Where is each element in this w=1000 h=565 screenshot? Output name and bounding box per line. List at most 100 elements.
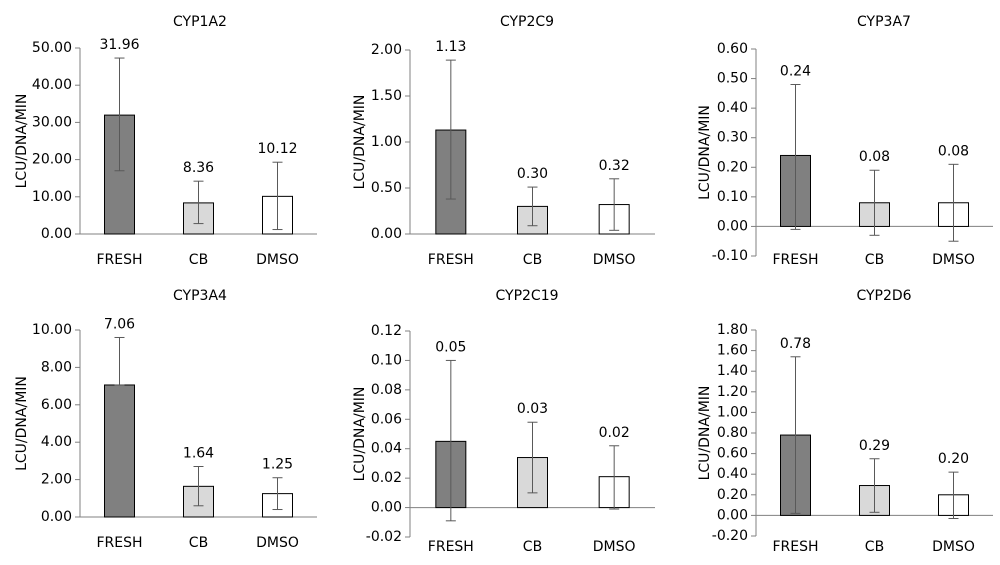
y-tick-label: 0.12 [371, 323, 402, 339]
data-label-fresh: 0.78 [780, 336, 811, 352]
y-axis-label: LCU/DNA/MIN [697, 386, 713, 481]
y-tick-label: 0.06 [371, 411, 402, 427]
y-tick-label: 0.60 [717, 41, 748, 57]
chart-title: CYP2C9 [500, 14, 554, 30]
data-label-fresh: 0.05 [435, 339, 466, 355]
y-tick-label: 0.40 [717, 100, 748, 116]
data-label-cb: 0.03 [517, 401, 548, 417]
data-label-cb: 0.29 [859, 438, 890, 454]
category-label-fresh: FRESH [772, 539, 818, 555]
category-label-dmso: DMSO [932, 539, 975, 555]
y-tick-label: 1.60 [717, 343, 748, 359]
data-label-dmso: 0.08 [938, 143, 969, 159]
chart-title: CYP3A7 [857, 14, 911, 30]
y-tick-label: 0.00 [717, 218, 748, 234]
category-label-dmso: DMSO [256, 535, 299, 551]
y-tick-label: 1.40 [717, 363, 748, 379]
category-label-dmso: DMSO [593, 539, 636, 555]
chart-title: CYP3A4 [173, 288, 227, 304]
data-label-cb: 8.36 [183, 160, 214, 176]
y-tick-label: -0.20 [712, 528, 748, 544]
data-label-fresh: 0.24 [780, 63, 811, 79]
data-label-fresh: 1.13 [435, 39, 466, 55]
chart-panel-cyp3a7: CYP3A7 LCU/DNA/MIN -0.10 0.00 0.10 0.20 0.30 0.… [697, 14, 993, 268]
data-label-fresh: 7.06 [104, 316, 135, 332]
category-label-cb: CB [523, 252, 542, 268]
y-axis-label: LCU/DNA/MIN [14, 94, 30, 189]
category-label-fresh: FRESH [96, 252, 142, 268]
chart-panel-cyp2c9: CYP2C9 LCU/DNA/MIN 0.00 0.50 1.00 1.50 2.00 1.1… [352, 14, 655, 268]
chart-title: CYP2D6 [856, 288, 911, 304]
y-tick-label: 0.10 [717, 189, 748, 205]
chart-title: CYP2C19 [495, 288, 558, 304]
category-label-dmso: DMSO [256, 252, 299, 268]
category-label-fresh: FRESH [428, 252, 474, 268]
y-tick-label: 6.00 [41, 397, 72, 413]
data-label-dmso: 0.20 [938, 451, 969, 467]
y-tick-label: 1.50 [371, 88, 402, 104]
category-label-cb: CB [865, 539, 884, 555]
category-label-cb: CB [189, 535, 208, 551]
y-tick-label: -0.02 [366, 529, 402, 545]
y-tick-label: 0.08 [371, 382, 402, 398]
y-tick-label: 0.50 [717, 71, 748, 87]
category-label-cb: CB [189, 252, 208, 268]
y-tick-label: 0.10 [371, 352, 402, 368]
category-label-dmso: DMSO [932, 252, 975, 268]
y-tick-label: 0.20 [717, 487, 748, 503]
data-label-dmso: 0.02 [599, 425, 630, 441]
category-label-dmso: DMSO [593, 252, 636, 268]
y-tick-label: 0.00 [41, 509, 72, 525]
chart-panel-cyp1a2: CYP1A2 LCU/DNA/MIN 0.00 10.00 20.00 30.00 40.0… [14, 14, 317, 268]
y-tick-label: 50.00 [32, 40, 72, 56]
chart-panel-cyp2c19: CYP2C19 LCU/DNA/MIN -0.02 0.00 0.02 0.04 0.06 0… [352, 288, 655, 555]
data-label-cb: 0.30 [517, 166, 548, 182]
y-tick-label: -0.10 [712, 248, 748, 264]
y-tick-label: 0.00 [717, 507, 748, 523]
y-tick-label: 20.00 [32, 152, 72, 168]
y-axis-label: LCU/DNA/MIN [352, 387, 368, 482]
chart-panel-cyp3a4: CYP3A4 LCU/DNA/MIN 0.00 2.00 4.00 6.00 8.00 10.… [14, 288, 317, 551]
y-tick-label: 1.00 [371, 134, 402, 150]
y-tick-label: 0.40 [717, 466, 748, 482]
y-tick-label: 0.50 [371, 180, 402, 196]
y-tick-label: 0.80 [717, 425, 748, 441]
y-axis-label: LCU/DNA/MIN [697, 105, 713, 200]
y-tick-label: 1.00 [717, 404, 748, 420]
category-label-fresh: FRESH [772, 252, 818, 268]
y-tick-label: 0.60 [717, 446, 748, 462]
data-label-dmso: 0.32 [599, 158, 630, 174]
y-tick-label: 0.20 [717, 159, 748, 175]
y-axis-label: LCU/DNA/MIN [352, 95, 368, 190]
y-tick-label: 0.00 [371, 226, 402, 242]
y-tick-label: 40.00 [32, 77, 72, 93]
y-tick-label: 0.04 [371, 441, 402, 457]
y-tick-label: 2.00 [371, 42, 402, 58]
category-label-fresh: FRESH [428, 539, 474, 555]
y-tick-label: 0.00 [371, 500, 402, 516]
y-tick-label: 10.00 [32, 322, 72, 338]
category-label-cb: CB [523, 539, 542, 555]
y-tick-label: 1.80 [717, 322, 748, 338]
data-label-dmso: 10.12 [257, 141, 297, 157]
y-tick-label: 4.00 [41, 434, 72, 450]
y-tick-label: 10.00 [32, 189, 72, 205]
y-tick-label: 30.00 [32, 114, 72, 130]
data-label-fresh: 31.96 [99, 37, 139, 53]
y-tick-label: 2.00 [41, 472, 72, 488]
y-axis-label: LCU/DNA/MIN [14, 376, 30, 471]
y-tick-label: 0.30 [717, 130, 748, 146]
chart-title: CYP1A2 [173, 14, 227, 30]
y-tick-label: 1.20 [717, 384, 748, 400]
bar-fresh [104, 384, 135, 518]
y-tick-label: 8.00 [41, 359, 72, 375]
y-tick-label: 0.00 [41, 226, 72, 242]
data-label-cb: 1.64 [183, 446, 214, 462]
chart-panel-cyp2d6: CYP2D6 LCU/DNA/MIN -0.20 0.00 0.20 0.40 0.60 0.… [697, 288, 993, 555]
category-label-cb: CB [865, 252, 884, 268]
y-tick-label: 0.02 [371, 470, 402, 486]
data-label-cb: 0.08 [859, 149, 890, 165]
data-label-dmso: 1.25 [262, 457, 293, 473]
